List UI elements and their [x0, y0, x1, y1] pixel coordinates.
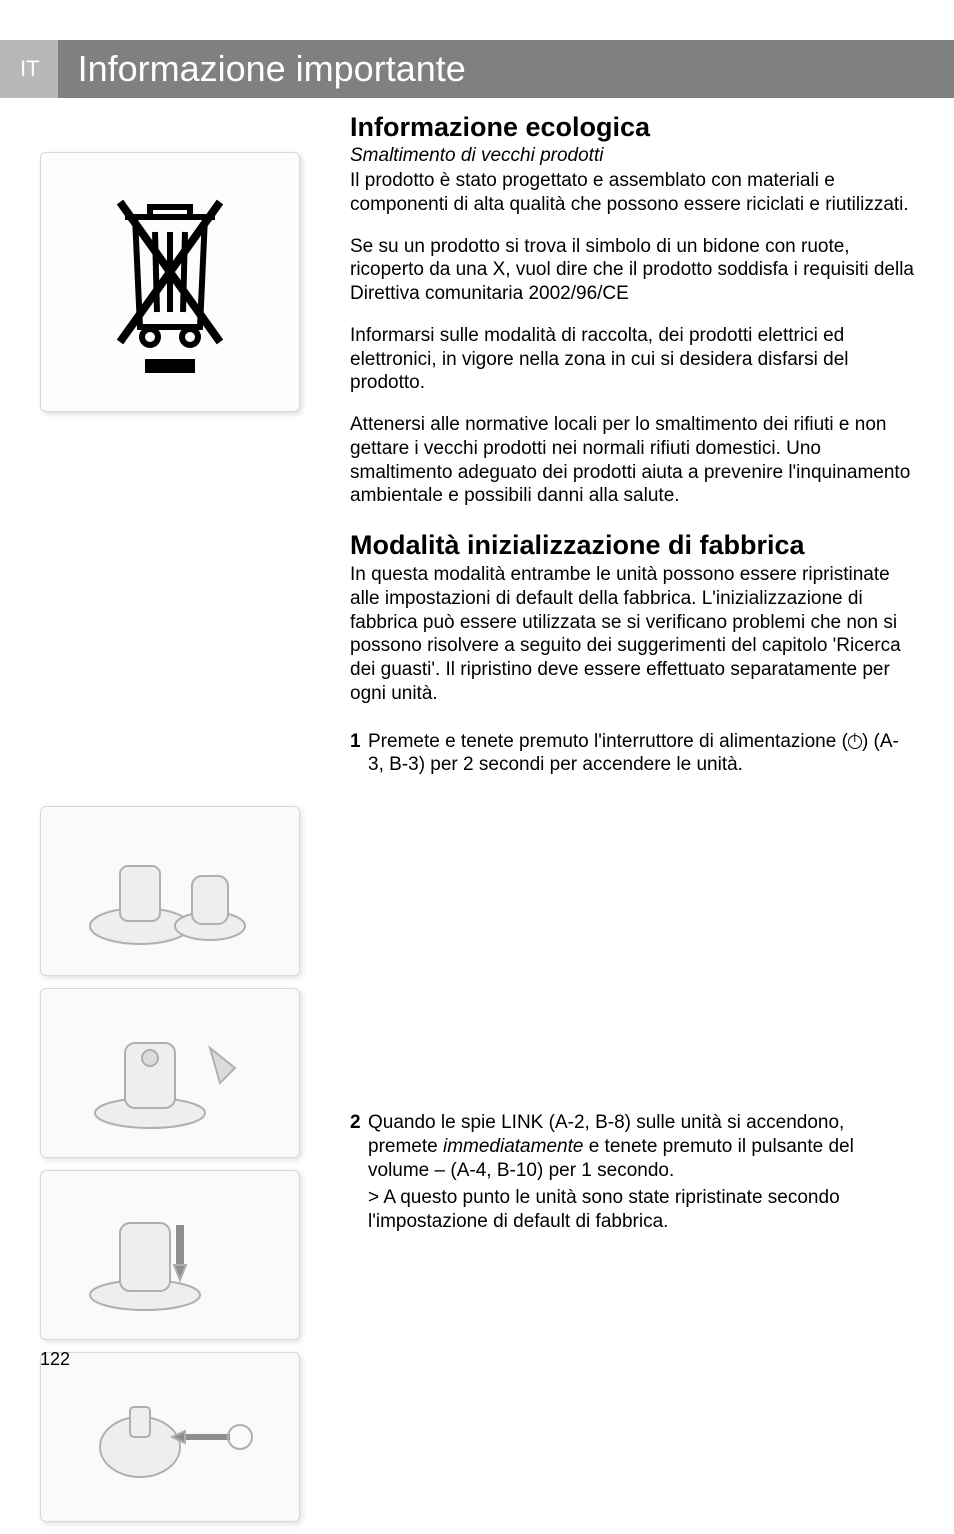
- instruction-images: [40, 806, 330, 1522]
- step-2-em: immediatamente: [443, 1136, 583, 1157]
- crossed-out-wheeled-bin-icon: [95, 187, 245, 377]
- step-2-number: 2: [350, 1111, 368, 1182]
- device-illustration-2: [40, 988, 300, 1158]
- step-1-number: 1: [350, 730, 368, 778]
- step-2-text: Quando le spie LINK (A-2, B-8) sulle uni…: [368, 1111, 914, 1182]
- eco-p1: Il prodotto è stato progettato e assembl…: [350, 169, 914, 217]
- eco-heading: Informazione ecologica: [350, 112, 914, 143]
- step-1: 1 Premete e tenete premuto l'interruttor…: [350, 730, 914, 778]
- page-header: IT Informazione importante: [0, 40, 954, 98]
- power-icon: [848, 735, 862, 749]
- eco-p4: Attenersi alle normative locali per lo s…: [350, 413, 914, 508]
- step-2-sub: > A questo punto le unità sono state rip…: [350, 1186, 914, 1234]
- weee-symbol-image: [40, 152, 300, 412]
- factory-heading: Modalità inizializzazione di fabbrica: [350, 530, 914, 561]
- device-illustration-1: [40, 806, 300, 976]
- page-number: 122: [40, 1349, 70, 1370]
- step-2: 2 Quando le spie LINK (A-2, B-8) sulle u…: [350, 1111, 914, 1182]
- step-1-text-a: Premete e tenete premuto l'interruttore …: [368, 731, 848, 752]
- eco-p3: Informarsi sulle modalità di raccolta, d…: [350, 324, 914, 395]
- device-illustration-4: [40, 1352, 300, 1522]
- device-illustration-3: [40, 1170, 300, 1340]
- step-1-text: Premete e tenete premuto l'interruttore …: [368, 730, 914, 778]
- factory-intro: In questa modalità entrambe le unità pos…: [350, 563, 914, 706]
- eco-subtitle: Smaltimento di vecchi prodotti: [350, 145, 914, 167]
- header-title: Informazione importante: [58, 40, 954, 98]
- language-badge: IT: [0, 40, 58, 98]
- eco-p2: Se su un prodotto si trova il simbolo di…: [350, 235, 914, 306]
